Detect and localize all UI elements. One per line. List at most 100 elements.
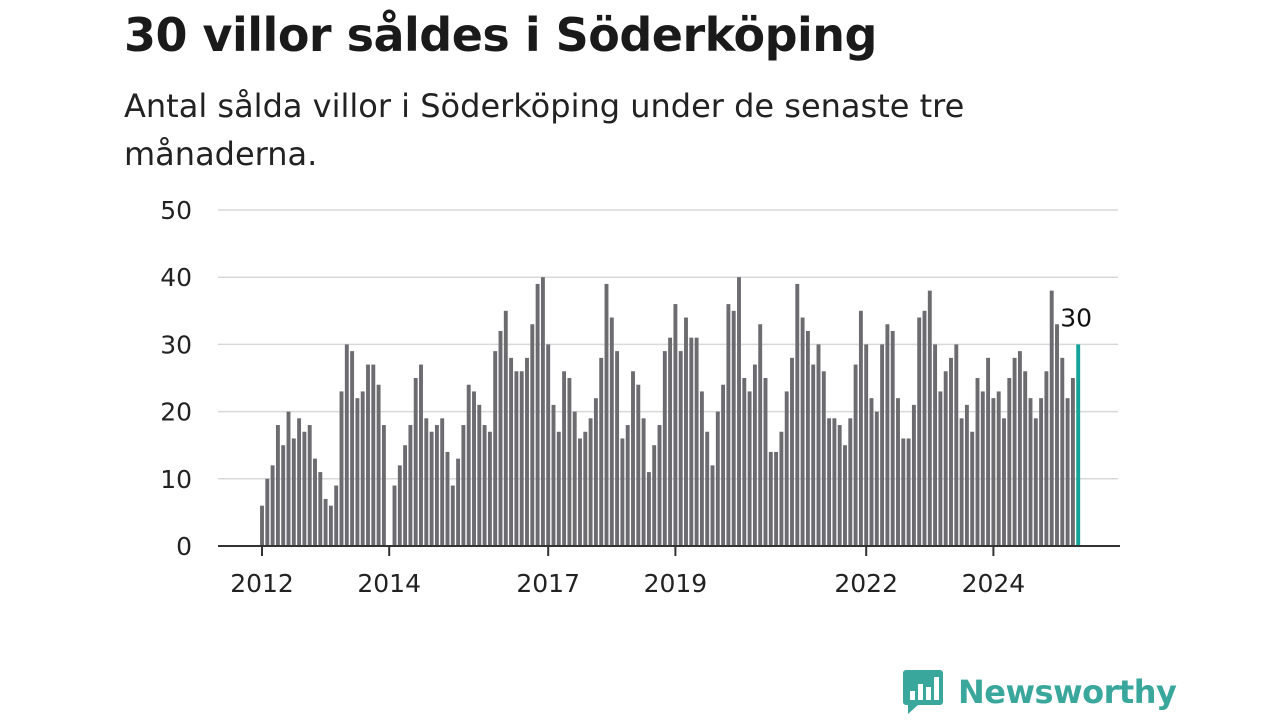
bar [843, 445, 847, 546]
bar [440, 418, 445, 546]
bar [821, 371, 826, 546]
bar [493, 351, 498, 546]
bar [763, 378, 768, 546]
bar [805, 330, 810, 546]
bar [381, 425, 386, 546]
bar [699, 391, 704, 546]
bars [260, 277, 1081, 546]
bar [885, 324, 890, 546]
bar [816, 344, 821, 546]
bar [959, 418, 964, 546]
bar [858, 310, 863, 546]
bar [270, 465, 275, 546]
bar [519, 371, 524, 546]
newsworthy-logo: Newsworthy [902, 668, 1177, 716]
bar [790, 357, 794, 546]
bar [540, 277, 545, 546]
bar [896, 398, 900, 546]
bar [625, 425, 630, 546]
bar [392, 485, 397, 546]
bar [1055, 324, 1059, 546]
bar [949, 357, 953, 546]
bar [1023, 371, 1028, 546]
bar [853, 364, 858, 546]
bar [684, 317, 688, 546]
bar [911, 404, 916, 546]
bar [705, 431, 710, 546]
bar [673, 304, 678, 546]
bar [1070, 378, 1075, 546]
bar [397, 465, 402, 546]
bar [631, 371, 635, 546]
bar [641, 418, 646, 546]
bar [1065, 398, 1070, 546]
bar [1028, 398, 1033, 546]
bar [556, 431, 561, 546]
y-tick-label: 20 [160, 398, 192, 427]
bar [318, 472, 323, 546]
bar [424, 418, 429, 546]
bar [339, 391, 344, 546]
bar [938, 391, 943, 546]
bar [535, 283, 540, 546]
bar [657, 425, 662, 546]
bar [1060, 357, 1065, 546]
bar [795, 283, 800, 546]
bar [578, 438, 582, 546]
bar [313, 458, 317, 546]
bar [737, 277, 741, 546]
last-value-label: 30 [1060, 303, 1092, 332]
x-tick-label: 2024 [962, 569, 1026, 598]
bar [472, 391, 476, 546]
bar [710, 465, 715, 546]
x-tick-label: 2019 [644, 569, 708, 598]
bar [906, 438, 911, 546]
bar [450, 485, 455, 546]
bar [1012, 357, 1017, 546]
x-axis-labels: 2012 2014 2017 2019 2022 2024 [230, 569, 1025, 598]
bar [334, 485, 339, 546]
bar [975, 378, 980, 546]
bar [482, 425, 487, 546]
bar [477, 404, 482, 546]
bar [752, 364, 757, 546]
bar [646, 472, 651, 546]
bar [864, 344, 869, 546]
bar [1044, 371, 1049, 546]
bar [927, 290, 932, 546]
bar [933, 344, 938, 546]
chart-subtitle: Antal sålda villor i Söderköping under d… [124, 87, 965, 173]
bar [943, 371, 948, 546]
bar [747, 391, 752, 546]
bar [742, 378, 747, 546]
bar [498, 330, 503, 546]
bar [530, 324, 535, 546]
bar [408, 425, 413, 546]
bar [567, 378, 572, 546]
bar [689, 337, 694, 546]
bar [593, 398, 598, 546]
bar [832, 418, 837, 546]
bar [874, 411, 879, 546]
y-tick-label: 40 [160, 263, 192, 292]
bar [328, 505, 333, 546]
bar [466, 384, 471, 546]
bar [774, 451, 779, 546]
bar [715, 411, 720, 546]
bar [456, 458, 461, 546]
chart-title: 30 villor såldes i Söderköping [124, 8, 877, 62]
bar [599, 357, 604, 546]
bar [307, 425, 312, 546]
bar [811, 364, 816, 546]
x-tick-label: 2022 [834, 569, 898, 598]
bar [827, 418, 832, 546]
bar [800, 317, 805, 546]
bar [869, 398, 874, 546]
bar [562, 371, 567, 546]
bar [668, 337, 673, 546]
bar [784, 391, 789, 546]
bar [662, 351, 667, 546]
bar [376, 384, 381, 546]
bar [551, 404, 556, 546]
